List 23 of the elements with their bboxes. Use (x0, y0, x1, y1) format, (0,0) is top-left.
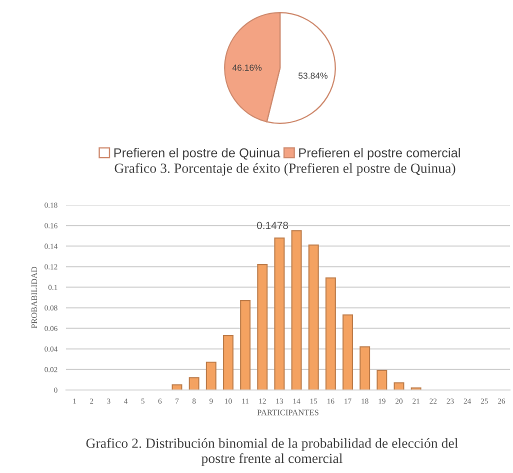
data-label: 46.16% (232, 64, 262, 71)
bar (222, 334, 234, 390)
bar (325, 277, 336, 390)
y-axis-title: PROBABILIDAD (31, 266, 38, 328)
bar (240, 300, 251, 390)
data-label: 53.84% (298, 72, 328, 79)
legend-label: Prefieren el postre de Quinua (114, 148, 280, 160)
legend-label: Prefieren el postre comercial (299, 148, 460, 160)
text: Grafico 3. Porcentaje de éxito (Prefieren el postre de Quinua) (114, 163, 456, 176)
bar (360, 346, 370, 390)
bar (308, 244, 319, 390)
bar (394, 382, 404, 390)
text: Grafico 2. Distribución binomial de la probabilidad de elección del postre frente al comercial (86, 438, 458, 466)
bar (172, 384, 182, 390)
bar (257, 264, 268, 390)
bar (376, 370, 388, 390)
bar (188, 377, 200, 390)
bar (206, 362, 216, 390)
bar (291, 230, 302, 390)
bar (274, 238, 285, 390)
data-label: 0.1478 (256, 222, 288, 230)
x-axis-title: PARTICIPANTES (257, 410, 318, 416)
bar (342, 314, 354, 390)
